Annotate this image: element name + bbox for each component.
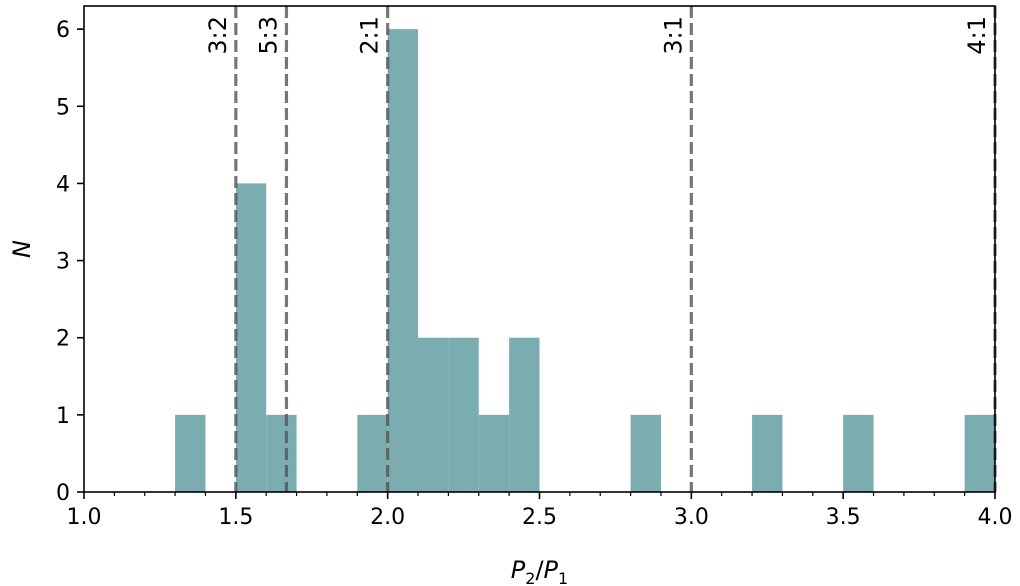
- x-tick-label-1: 1.5: [218, 505, 253, 530]
- x-tick-label-3: 2.5: [522, 505, 557, 530]
- y-tick-label-4: 4: [56, 172, 70, 197]
- y-tick-label-1: 1: [56, 404, 70, 429]
- y-tick-label-2: 2: [56, 327, 70, 352]
- bars-layer: [175, 29, 995, 493]
- bar-12: [964, 414, 995, 492]
- x-tick-label-5: 3.5: [826, 505, 861, 530]
- bar-1: [235, 183, 267, 492]
- x-axis-label-sub2: 2: [525, 569, 535, 586]
- y-tick-label-6: 6: [56, 18, 70, 43]
- x-axis-label-slash: /: [535, 556, 544, 584]
- resonance-labels-layer: 3:2 5:3 2:1 3:1 4:1: [204, 16, 991, 55]
- y-axis-label: N: [8, 240, 36, 258]
- resonance-label-3: 3:1: [659, 16, 687, 55]
- resonance-label-4: 4:1: [963, 16, 991, 55]
- x-ticks-layer: 1.0 1.5 2.0 2.5 3.0 3.5 4.0: [67, 492, 1013, 530]
- bar-3: [357, 414, 388, 492]
- resonance-label-2: 2:1: [356, 16, 384, 55]
- bar-11: [843, 414, 874, 492]
- x-tick-label-4: 3.0: [674, 505, 709, 530]
- x-tick-label-2: 2.0: [370, 505, 405, 530]
- x-tick-label-0: 1.0: [67, 505, 102, 530]
- x-axis-label-sub1: 1: [558, 569, 568, 586]
- bar-5: [418, 337, 449, 492]
- bar-0: [175, 414, 206, 492]
- x-axis-label-p2: P: [544, 556, 559, 584]
- y-tick-label-5: 5: [56, 95, 70, 120]
- resonance-label-1: 5:3: [254, 16, 282, 55]
- bar-4: [387, 29, 419, 493]
- y-tick-label-0: 0: [56, 481, 70, 506]
- resonance-label-0: 3:2: [204, 16, 232, 55]
- bar-9: [630, 414, 661, 492]
- bar-8: [509, 337, 540, 492]
- bar-6: [448, 337, 479, 492]
- bar-10: [752, 414, 783, 492]
- bar-2: [266, 414, 297, 492]
- y-ticks-layer: 0 1 2 3 4 5 6: [56, 18, 84, 506]
- x-axis-label-p: P: [511, 556, 526, 584]
- resonance-lines-layer: [234, 6, 997, 492]
- x-tick-label-6: 4.0: [978, 505, 1013, 530]
- bar-7: [478, 414, 510, 492]
- x-axis-label: P2/P1: [511, 556, 568, 586]
- y-tick-label-3: 3: [56, 250, 70, 275]
